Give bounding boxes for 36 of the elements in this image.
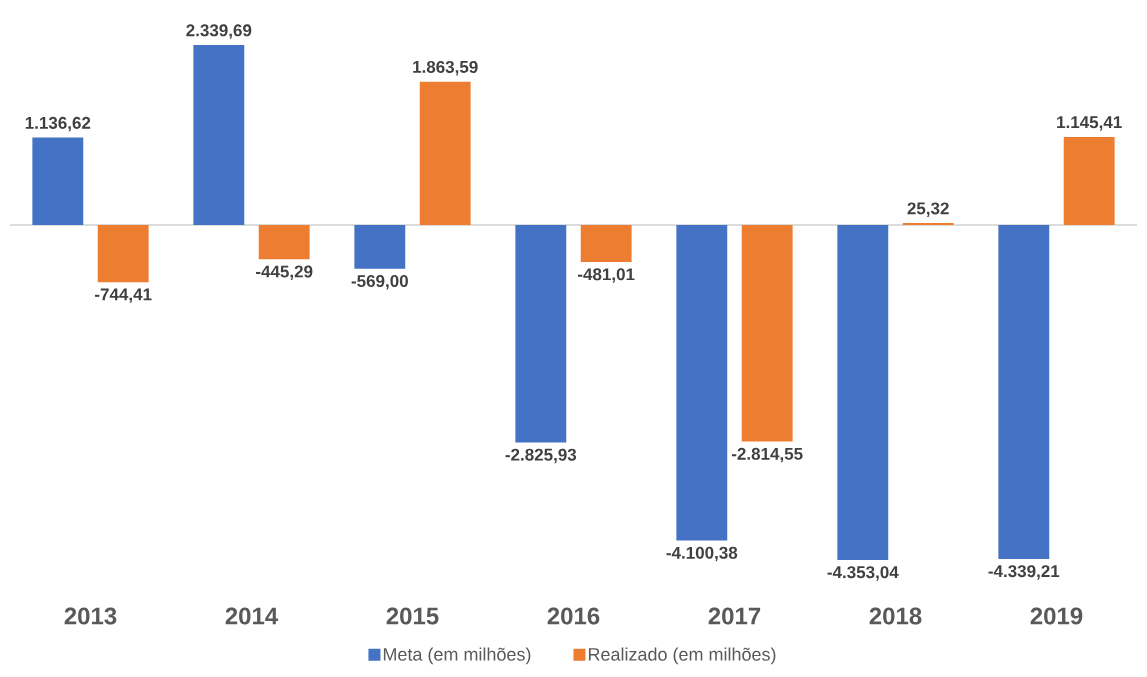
bar: [1063, 136, 1115, 226]
bar: [741, 225, 793, 442]
bar: [837, 225, 889, 560]
data-label: 1.145,41: [1057, 116, 1122, 131]
x-tick-label: 2014: [225, 607, 279, 625]
bar: [676, 225, 728, 541]
data-label: -4.353,04: [827, 566, 899, 581]
bar: [515, 225, 567, 443]
x-tick-label: 2013: [64, 607, 117, 625]
bar: [580, 225, 632, 263]
x-tick-label: 2015: [386, 607, 439, 625]
data-label: 25,32: [907, 202, 949, 217]
bar: [258, 225, 310, 260]
legend-label: Realizado (em milhões): [588, 647, 776, 665]
data-label: -445,29: [256, 265, 313, 280]
data-label: -569,00: [351, 275, 408, 290]
bar: [193, 45, 245, 226]
data-label: -4.339,21: [988, 565, 1060, 580]
data-label: 1.136,62: [25, 116, 91, 132]
data-label: -2.825,93: [505, 448, 577, 464]
data-label: -481,01: [578, 268, 635, 283]
x-tick-label: 2019: [1030, 607, 1083, 625]
x-tick-label: 2018: [869, 607, 922, 625]
data-label: -744,41: [95, 288, 152, 303]
data-label: 2.339,69: [186, 24, 252, 39]
x-tick-label: 2017: [708, 607, 761, 625]
bar: [354, 225, 406, 269]
bar: [419, 81, 471, 226]
bar: [97, 225, 149, 283]
bar: [998, 225, 1050, 559]
data-label: -4.100,38: [666, 546, 738, 562]
data-label: -2.814,55: [731, 447, 803, 463]
bar: [32, 137, 84, 226]
x-tick-label: 2016: [547, 607, 600, 625]
data-label: 1.863,59: [413, 60, 478, 76]
legend-label: Meta (em milhões): [383, 647, 531, 665]
